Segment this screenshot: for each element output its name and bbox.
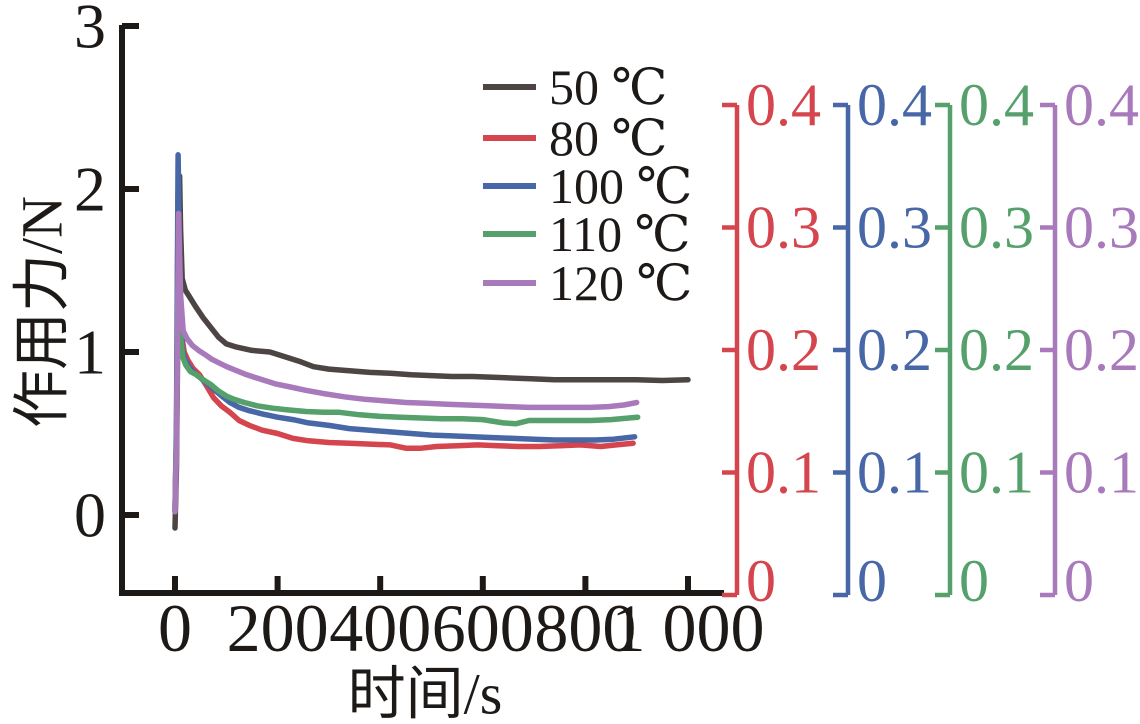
right-axis-green: 0 0.1 0.2 0.3 0.4 <box>935 72 1034 614</box>
legend-item: 80 ℃ <box>483 110 667 166</box>
right-axis-red-tick-label: 0.3 <box>746 195 821 261</box>
left-y-tick-label: 1 <box>74 317 106 388</box>
right-axis-purple: 0 0.1 0.2 0.3 0.4 <box>1040 72 1139 614</box>
legend-item: 120 ℃ <box>483 255 692 311</box>
right-axis-red-tick-label: 0.2 <box>746 317 821 383</box>
right-axis-green-tick-label: 0.3 <box>959 195 1034 261</box>
right-axis-green-tick-label: 0.2 <box>959 317 1034 383</box>
right-axis-red: 0 0.1 0.2 0.3 0.4 <box>722 72 821 614</box>
x-axis-title: 时间/s <box>348 662 503 724</box>
legend-item: 110 ℃ <box>483 206 691 262</box>
y-axis-title: 作用力/N <box>10 196 75 428</box>
legend-item: 50 ℃ <box>483 59 667 115</box>
right-axis-blue: 0 0.1 0.2 0.3 0.4 <box>833 72 932 614</box>
right-axis-purple-tick-label: 0.2 <box>1064 317 1139 383</box>
right-axis-purple-tick-label: 0.4 <box>1064 72 1139 138</box>
right-axis-blue-tick-label: 0.2 <box>857 317 932 383</box>
right-axis-green-tick-label: 0.1 <box>959 440 1034 506</box>
left-y-axis: 0 1 2 3 <box>74 0 139 551</box>
legend-label: 120 ℃ <box>549 255 692 311</box>
x-tick-label: 600 <box>432 590 534 666</box>
legend-label: 100 ℃ <box>549 158 692 214</box>
series-line-3 <box>172 235 641 510</box>
right-axis-green-tick-label: 0 <box>959 548 989 614</box>
right-axis-blue-tick-label: 0.3 <box>857 195 932 261</box>
legend-item: 100 ℃ <box>483 158 692 214</box>
x-tick-label: 1 000 <box>612 590 765 666</box>
series-line-4 <box>172 210 640 515</box>
x-tick-label: 200 <box>227 590 329 666</box>
right-axis-purple-tick-label: 0.3 <box>1064 195 1139 261</box>
right-axis-blue-tick-label: 0 <box>857 548 887 614</box>
left-y-tick-label: 2 <box>74 154 106 225</box>
plot-frame <box>119 25 724 596</box>
right-axis-green-tick-label: 0.4 <box>959 72 1034 138</box>
right-axis-purple-tick-label: 0 <box>1064 548 1094 614</box>
legend-label: 50 ℃ <box>549 59 667 115</box>
left-y-tick-label: 0 <box>74 480 106 551</box>
legend-label: 80 ℃ <box>549 110 667 166</box>
right-axis-blue-tick-label: 0.4 <box>857 72 932 138</box>
right-axis-blue-tick-label: 0.1 <box>857 440 932 506</box>
right-axis-red-tick-label: 0 <box>746 548 776 614</box>
axis-lines <box>119 25 724 596</box>
x-tick-label: 0 <box>158 590 192 666</box>
left-y-tick-label: 3 <box>74 0 106 62</box>
right-axis-red-tick-label: 0.1 <box>746 440 821 506</box>
legend-label: 110 ℃ <box>549 206 691 262</box>
right-axis-purple-tick-label: 0.1 <box>1064 440 1139 506</box>
x-tick-label: 400 <box>329 590 431 666</box>
series-line-0 <box>172 173 691 531</box>
right-axis-red-tick-label: 0.4 <box>746 72 821 138</box>
series-lines <box>172 152 691 531</box>
x-tick-label: 800 <box>534 590 636 666</box>
